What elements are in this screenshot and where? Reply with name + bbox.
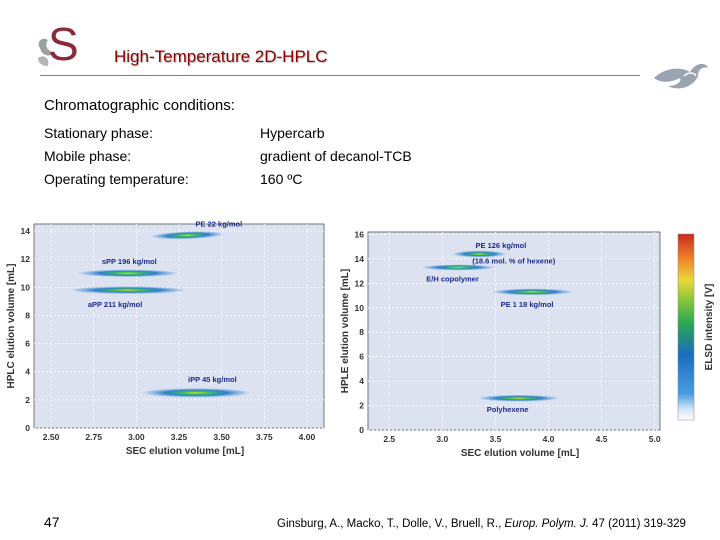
condition-value: Hypercarb: [260, 125, 325, 141]
y-tick-label: 0: [359, 425, 364, 435]
y-tick-label: 2: [25, 395, 30, 405]
y-tick-label: 14: [355, 254, 365, 264]
spot-label: PE 126 kg/mol: [475, 241, 526, 250]
x-tick-label: 4.0: [543, 434, 555, 444]
y-tick-label: 12: [355, 278, 365, 288]
y-tick-label: 16: [355, 229, 365, 239]
x-tick-label: 5.0: [649, 434, 661, 444]
x-tick-label: 2.50: [43, 432, 60, 442]
x-tick-label: 2.75: [85, 432, 102, 442]
x-tick-label: 3.75: [256, 432, 273, 442]
spot-label: (18.6 mol. % of hexene): [472, 256, 555, 265]
x-tick-label: 2.5: [383, 434, 395, 444]
data-spot: [67, 286, 188, 295]
data-spot: [451, 250, 508, 258]
y-tick-label: 8: [25, 310, 30, 320]
title-divider: [40, 75, 640, 76]
x-tick-label: 3.5: [490, 434, 502, 444]
x-tick-label: 4.5: [596, 434, 608, 444]
hplc-2d-chart-left: 2.50 2.75 3.00 3.25 3.50 3.75 4.00 0 2 4 6 8 10 12 14 S…: [6, 219, 325, 457]
conditions-values: Hypercarb gradient of decanol-TCB 160 ºC: [260, 122, 412, 191]
spot-label: PE 22 kg/mol: [196, 219, 243, 228]
data-spot: [476, 394, 561, 402]
citation: Ginsburg, A., Macko, T., Dolle, V., Brue…: [277, 518, 686, 530]
y-tick-label: 8: [359, 327, 364, 337]
x-tick-label: 3.50: [213, 432, 230, 442]
citation-journal: Europ. Polym. J.: [504, 518, 589, 530]
spot-label: PE 1 18 kg/mol: [501, 300, 554, 309]
y-tick-label: 12: [21, 254, 31, 264]
conditions-heading: Chromatographic conditions:: [44, 97, 235, 114]
page-number: 47: [44, 514, 60, 530]
x-axis-label: SEC elution volume [mL]: [126, 446, 244, 457]
spot-label: Polyhexene: [487, 405, 529, 414]
conditions-labels: Stationary phase: Mobile phase: Operatin…: [44, 122, 189, 191]
condition-value: 160 ºC: [260, 171, 303, 187]
x-tick-label: 4.00: [299, 432, 316, 442]
svg-text:S: S: [48, 18, 79, 70]
x-tick-label: 3.0: [436, 434, 448, 444]
colorbar: [677, 233, 695, 421]
y-tick-label: 10: [21, 282, 31, 292]
citation-rest: 47 (2011) 319-329: [588, 518, 686, 530]
y-tick-label: 4: [359, 376, 364, 386]
data-spot: [490, 288, 575, 296]
y-axis-label: HPLC elution volume [mL]: [6, 264, 17, 389]
condition-value: gradient of decanol-TCB: [260, 148, 412, 164]
spot-label: aPP 211 kg/mol: [88, 300, 142, 309]
data-spot: [149, 231, 226, 240]
data-spot: [140, 387, 253, 398]
condition-label: Operating temperature:: [44, 171, 189, 187]
y-tick-label: 6: [359, 352, 364, 362]
y-tick-label: 0: [25, 423, 30, 433]
hplc-2d-chart-right: 2.5 3.0 3.5 4.0 4.5 5.0 0 2 4 6 8 10 12 14 16 SEC eluti…: [340, 229, 715, 459]
spot-label: sPP 196 kg/mol: [102, 257, 157, 266]
y-tick-label: 14: [21, 226, 31, 236]
colorbar-label: ELSD intensity [V]: [704, 284, 715, 371]
condition-label: Mobile phase:: [44, 148, 132, 164]
x-tick-label: 3.25: [171, 432, 188, 442]
data-spot: [75, 269, 180, 278]
x-axis-label: SEC elution volume [mL]: [461, 448, 579, 459]
condition-label: Stationary phase:: [44, 125, 153, 141]
swirl-icon: [654, 63, 708, 89]
citation-authors: Ginsburg, A., Macko, T., Dolle, V., Brue…: [277, 518, 505, 530]
spot-label: iPP 45 kg/mol: [188, 375, 237, 384]
y-tick-label: 6: [25, 339, 30, 349]
page-title: High-Temperature 2D-HPLC: [114, 47, 328, 66]
spot-label: E/H copolymer: [426, 274, 479, 283]
university-s-logo-icon: S: [34, 18, 82, 70]
data-spot: [420, 264, 497, 271]
y-axis-label: HPLE elution volume [mL]: [340, 269, 351, 393]
y-tick-label: 4: [25, 367, 30, 377]
y-tick-label: 2: [359, 401, 364, 411]
y-tick-label: 10: [355, 303, 365, 313]
x-tick-label: 3.00: [128, 432, 145, 442]
